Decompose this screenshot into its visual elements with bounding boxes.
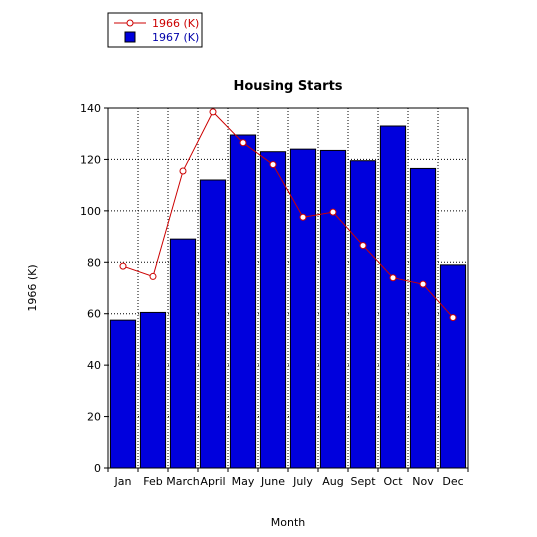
y-tick-label: 140 — [80, 102, 101, 115]
bar-series — [109, 125, 467, 469]
x-tick-label: Nov — [412, 475, 434, 488]
y-tick-label: 40 — [87, 359, 101, 372]
point-feb — [149, 272, 157, 280]
bar-nov — [409, 167, 437, 469]
bar-dec — [439, 264, 467, 469]
y-tick-label: 100 — [80, 205, 101, 218]
tick-labels: 0 20 40 60 80 100 120 140 Jan Feb March April May Jun… — [80, 102, 464, 488]
bar-july — [289, 148, 317, 469]
y-tick-label: 60 — [87, 308, 101, 321]
point-aug — [329, 208, 337, 216]
bar-may — [229, 134, 257, 469]
x-tick-label: June — [260, 475, 285, 488]
x-tick-label: July — [292, 475, 313, 488]
bar-jan — [109, 319, 137, 469]
legend-bar-swatch — [124, 31, 136, 43]
y-tick-label: 80 — [87, 256, 101, 269]
chart-title: Housing Starts — [233, 79, 342, 94]
point-july — [299, 213, 307, 221]
point-june — [269, 161, 277, 169]
x-axis-title: Month — [271, 516, 306, 529]
y-tick-label: 0 — [94, 462, 101, 475]
x-tick-label: Oct — [383, 475, 403, 488]
point-oct — [389, 274, 397, 282]
point-dec — [449, 314, 457, 322]
legend-label-1966: 1966 (K) — [152, 17, 199, 30]
point-jan — [119, 262, 127, 270]
x-tick-label: Feb — [143, 475, 162, 488]
point-sept — [359, 242, 367, 250]
x-tick-label: Aug — [322, 475, 343, 488]
point-march — [179, 167, 187, 175]
grid — [108, 108, 468, 468]
line-series — [119, 108, 457, 322]
bar-march — [169, 238, 197, 469]
y-tick-label: 120 — [80, 153, 101, 166]
axes — [104, 107, 469, 472]
point-nov — [419, 280, 427, 288]
point-may — [239, 139, 247, 147]
x-tick-label: Dec — [442, 475, 463, 488]
bar-june — [259, 151, 287, 469]
bar-aug — [319, 149, 347, 469]
bar-oct — [379, 125, 407, 469]
x-tick-label: Sept — [350, 475, 376, 488]
point-april — [209, 108, 217, 116]
bar-sept — [349, 160, 377, 469]
bar-feb — [139, 311, 167, 469]
bar-april — [199, 179, 227, 469]
y-axis-title: 1966 (K) — [26, 264, 39, 311]
series-line-1966 — [122, 111, 454, 318]
x-tick-label: May — [232, 475, 255, 488]
x-tick-label: April — [200, 475, 225, 488]
y-tick-label: 20 — [87, 411, 101, 424]
x-tick-label: March — [166, 475, 200, 488]
x-tick-label: Jan — [114, 475, 132, 488]
legend-marker-swatch — [126, 19, 134, 27]
legend: 1966 (K) 1967 (K) — [107, 12, 203, 48]
legend-label-1967: 1967 (K) — [152, 31, 199, 44]
legend-box — [107, 12, 203, 48]
